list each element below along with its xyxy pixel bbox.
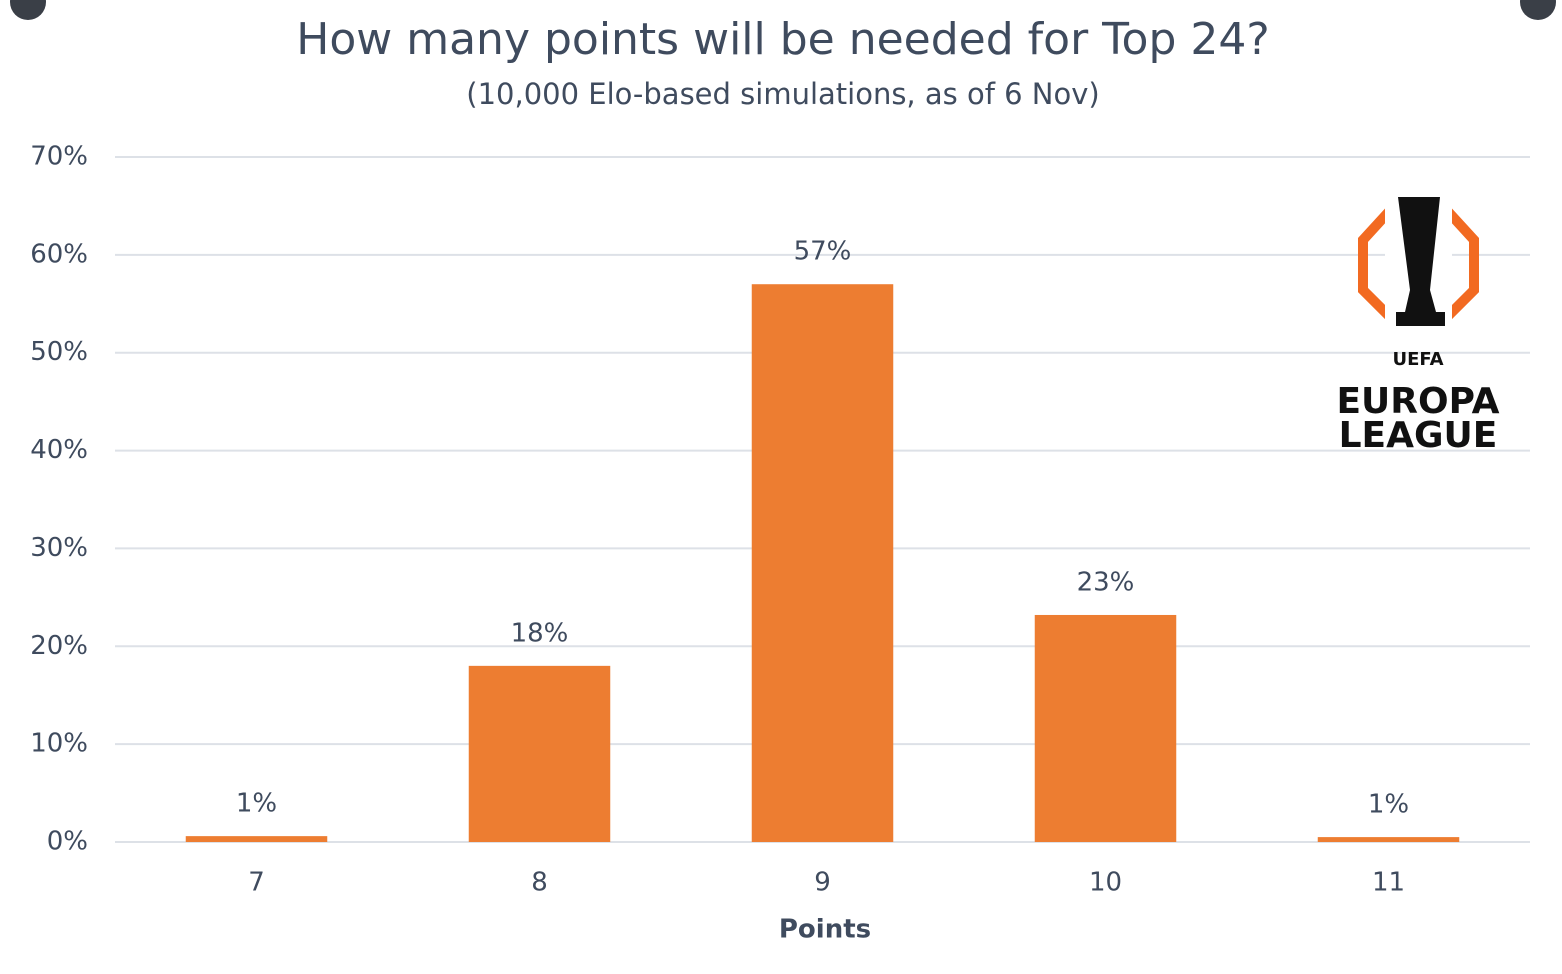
chart-subtitle: (10,000 Elo-based simulations, as of 6 N… xyxy=(466,77,1099,111)
bar xyxy=(751,284,894,842)
y-tick-label: 60% xyxy=(30,239,88,269)
logo-text: UEFA xyxy=(1392,349,1443,370)
data-label: 23% xyxy=(1077,567,1135,597)
expand-button[interactable] xyxy=(1520,0,1556,20)
data-label: 1% xyxy=(1368,790,1409,820)
bar xyxy=(1034,614,1177,842)
y-tick-label: 30% xyxy=(30,533,88,563)
x-tick-label: 7 xyxy=(248,868,265,898)
x-axis-label: Points xyxy=(779,915,871,945)
close-button[interactable] xyxy=(10,0,46,20)
y-tick-label: 20% xyxy=(30,631,88,661)
bar xyxy=(185,836,328,842)
x-tick-label: 10 xyxy=(1089,868,1122,898)
logo-trophy xyxy=(1396,197,1445,326)
y-tick-label: 40% xyxy=(30,435,88,465)
data-label: 57% xyxy=(794,237,852,267)
logo-text: EUROPA xyxy=(1336,381,1499,422)
y-tick-label: 70% xyxy=(30,142,88,172)
data-label: 18% xyxy=(511,618,569,648)
chart-title: How many points will be needed for Top 2… xyxy=(296,14,1269,65)
x-tick-label: 8 xyxy=(531,868,548,898)
x-tick-label: 11 xyxy=(1372,868,1405,898)
bar xyxy=(468,665,611,842)
y-tick-label: 50% xyxy=(30,337,88,367)
logo: UEFA EUROPA LEAGUE xyxy=(1336,197,1500,456)
y-tick-label: 10% xyxy=(30,729,88,759)
data-label: 1% xyxy=(236,789,277,819)
bar xyxy=(1317,837,1460,842)
x-tick-label: 9 xyxy=(814,868,831,898)
logo-text: LEAGUE xyxy=(1339,415,1498,456)
y-tick-label: 0% xyxy=(47,827,88,857)
